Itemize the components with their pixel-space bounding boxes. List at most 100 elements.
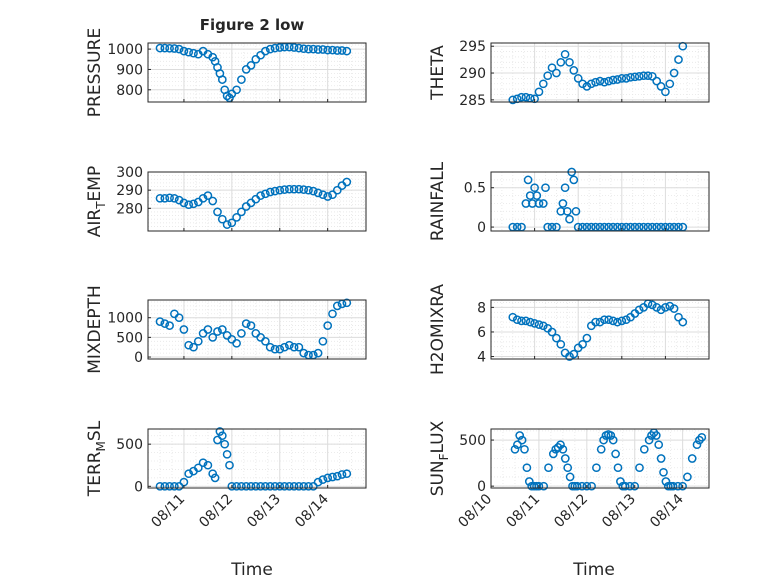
data-point <box>544 463 553 473</box>
data-point <box>608 316 618 326</box>
data-point <box>261 481 270 491</box>
data-point <box>599 435 608 445</box>
data-point <box>538 321 548 331</box>
subplot-rainfall: 0 0.5 RAINFALL <box>428 161 710 241</box>
data-point <box>318 336 328 346</box>
data-point <box>512 315 522 325</box>
data-point <box>569 66 579 75</box>
data-point <box>342 177 352 187</box>
y-tick-label: 0 <box>477 479 486 495</box>
axes-background <box>491 300 709 359</box>
data-point <box>587 481 596 491</box>
data-point <box>299 185 309 194</box>
data-point <box>617 74 627 83</box>
data-point <box>217 325 227 334</box>
data-point <box>256 481 265 491</box>
data-point <box>222 449 232 459</box>
data-point <box>313 477 323 487</box>
y-tick-label: 500 <box>116 330 143 346</box>
data-point <box>532 191 542 200</box>
data-point <box>630 481 640 491</box>
data-point <box>565 472 575 482</box>
axes-box <box>490 428 710 489</box>
data-point <box>170 481 179 491</box>
data-point <box>644 435 654 445</box>
data-point <box>591 317 600 327</box>
y-tick-label: 300 <box>116 165 143 181</box>
x-axis-label-right: Time <box>572 560 615 580</box>
data-point <box>323 473 333 483</box>
data-point <box>673 481 683 491</box>
data-point <box>560 49 570 59</box>
data-point <box>611 449 620 459</box>
data-point <box>665 79 675 89</box>
data-point <box>582 82 592 91</box>
data-point <box>265 481 275 491</box>
data-point <box>179 46 189 56</box>
data-point <box>265 44 275 54</box>
data-point <box>591 77 600 87</box>
data-point <box>534 320 544 329</box>
data-point <box>308 186 318 196</box>
data-point <box>643 71 653 81</box>
y-tick-label: 1000 <box>107 42 143 58</box>
data-point <box>634 305 644 315</box>
y-tick-label: 500 <box>459 433 486 449</box>
data-point <box>678 317 688 327</box>
data-point <box>174 481 184 491</box>
data-point <box>522 463 532 473</box>
data-point <box>213 327 222 336</box>
data-point <box>692 440 702 450</box>
data-point <box>203 325 213 334</box>
axes-box <box>147 299 367 360</box>
data-point <box>323 321 333 330</box>
data-point <box>578 339 587 349</box>
data-point <box>600 315 609 325</box>
data-point <box>189 199 198 209</box>
data-point <box>289 481 299 491</box>
data-point <box>208 469 218 479</box>
data-point <box>213 207 222 217</box>
figure-title: Figure 2 low <box>200 16 305 34</box>
data-point <box>155 43 165 53</box>
data-point <box>275 43 285 52</box>
data-point <box>222 220 232 229</box>
data-point <box>299 481 309 491</box>
data-point <box>198 458 208 468</box>
data-point <box>604 76 614 86</box>
data-point <box>179 198 189 208</box>
y-tick-label: 500 <box>116 437 143 453</box>
data-point <box>639 71 648 81</box>
y-tick-label: 285 <box>459 93 486 109</box>
data-point <box>669 68 679 78</box>
data-point <box>630 72 640 82</box>
data-point <box>342 46 352 56</box>
data-point <box>668 481 678 491</box>
data-point <box>222 91 232 101</box>
data-point <box>543 71 553 81</box>
data-point <box>217 75 227 84</box>
data-point <box>541 183 550 193</box>
data-point <box>565 57 574 67</box>
data-point <box>232 481 241 491</box>
data-point <box>337 470 347 479</box>
axes-box <box>490 299 710 360</box>
data-point <box>565 214 574 224</box>
data-point <box>654 440 664 450</box>
data-point <box>521 316 531 326</box>
data-point <box>217 214 227 224</box>
data-point <box>582 333 592 343</box>
data-point <box>617 316 627 326</box>
data-point <box>621 315 631 325</box>
subplot-h2omixra: 4 6 8 H2OMIXRA <box>428 284 710 375</box>
data-point <box>189 48 198 58</box>
data-point <box>294 342 304 352</box>
y-axis-label: THETA <box>428 45 448 101</box>
axes-box <box>147 171 367 232</box>
data-point <box>165 43 174 53</box>
data-point <box>513 440 522 450</box>
data-point <box>270 186 280 196</box>
data-point <box>160 481 170 491</box>
data-point <box>165 321 174 330</box>
